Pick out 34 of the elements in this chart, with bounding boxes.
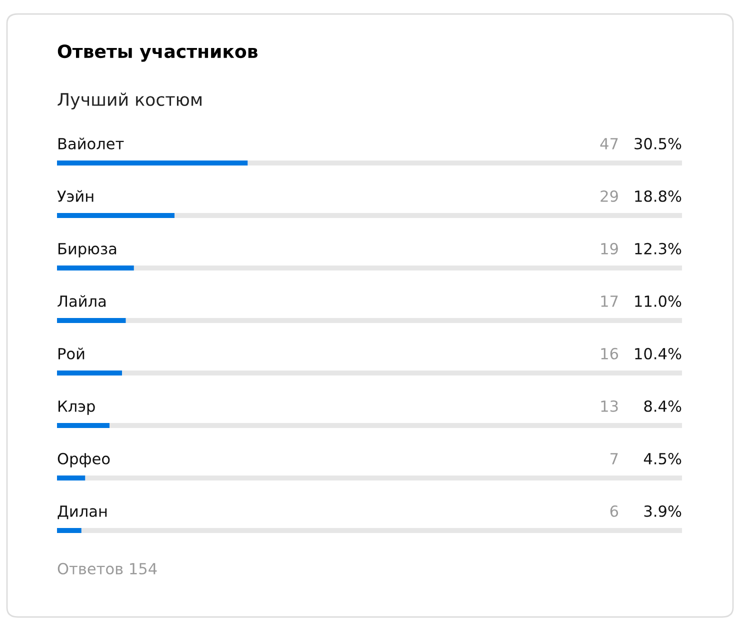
y-tick-label: Лайла [58, 295, 106, 307]
bar [57, 528, 82, 533]
bar [57, 318, 126, 323]
annotation: 7 [610, 453, 618, 464]
data-label: 3.9% [644, 505, 682, 517]
data-label: 11.0% [635, 295, 682, 307]
y-tick-label: Клэр [58, 400, 95, 415]
data-label: 30.5% [634, 138, 682, 150]
y-tick-label: Вайолет [58, 138, 124, 150]
data-label: 8.4% [644, 400, 682, 412]
annotation: 16 [601, 348, 618, 360]
annotation: 17 [601, 296, 618, 307]
bar [57, 370, 122, 376]
y-tick-label: Рой [58, 348, 84, 360]
chart-subtitle: Лучший костюм [58, 92, 202, 110]
bar [57, 423, 110, 428]
data-label: 10.4% [635, 348, 682, 360]
annotation: 19 [601, 242, 618, 254]
text: Ответов 154 [58, 562, 157, 574]
annotation: 6 [610, 505, 618, 517]
annotation: 47 [600, 138, 618, 150]
data-label: 4.5% [644, 452, 682, 464]
annotation: 13 [601, 400, 618, 412]
y-tick-label: Уэйн [57, 190, 94, 202]
y-tick-label: Бирюза [58, 243, 116, 258]
data-label: 12.3% [635, 242, 682, 254]
data-label: 18.8% [635, 190, 682, 202]
bar [57, 476, 86, 480]
bar [57, 266, 134, 270]
y-tick-label: Дилан [58, 506, 107, 520]
bar [57, 213, 174, 218]
chart-title: Ответы участников [58, 44, 258, 62]
y-tick-label: Орфео [58, 452, 110, 468]
annotation: 29 [600, 190, 618, 202]
